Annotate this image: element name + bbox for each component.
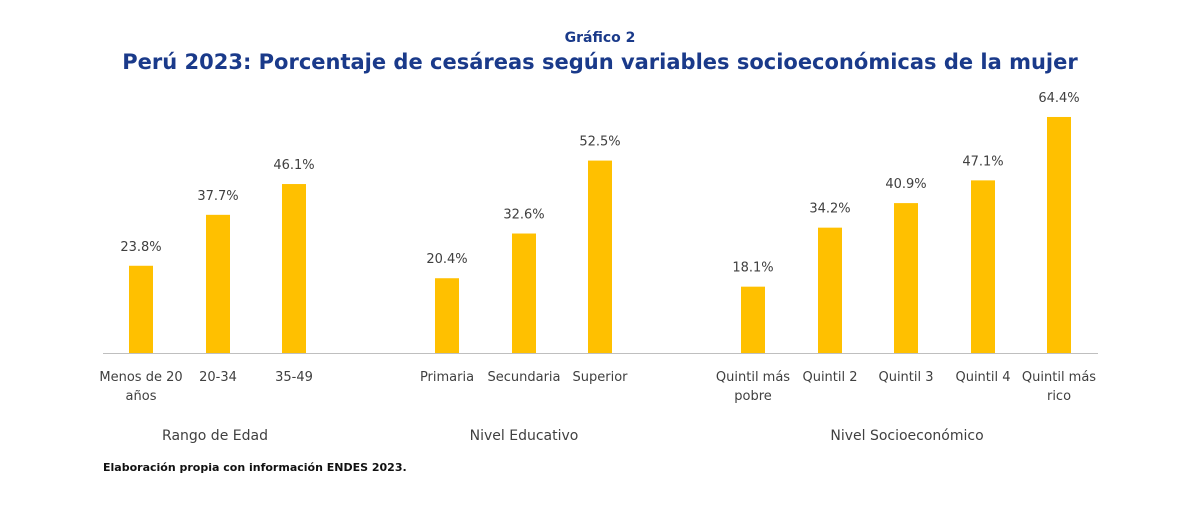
chart-supertitle: Gráfico 2 [564, 30, 636, 46]
data-label: 47.1% [962, 154, 1003, 169]
category-label: Superior [573, 370, 629, 385]
data-label: 46.1% [273, 158, 314, 173]
bar [971, 180, 995, 353]
bar [894, 203, 918, 353]
category-label: Quintil más rico [1022, 370, 1096, 404]
group-label: Nivel Educativo [470, 428, 579, 444]
group-label: Rango de Edad [162, 428, 268, 444]
category-label: Quintil 2 [802, 370, 857, 385]
data-label: 64.4% [1038, 91, 1079, 106]
category-label: Quintil más pobre [716, 370, 790, 404]
bar [741, 286, 765, 353]
category-label: Quintil 3 [878, 370, 933, 385]
category-label: 20-34 [199, 370, 237, 385]
category-label: Quintil 4 [955, 370, 1010, 385]
chart-title: Perú 2023: Porcentaje de cesáreas según … [122, 50, 1078, 74]
data-label: 37.7% [197, 189, 238, 204]
bar [818, 227, 842, 353]
data-label: 32.6% [503, 208, 544, 223]
group-label: Nivel Socioeconómico [830, 428, 983, 444]
data-label: 20.4% [426, 252, 467, 267]
category-label: Secundaria [487, 370, 560, 385]
data-label: 40.9% [885, 177, 926, 192]
bar [282, 184, 306, 353]
category-label: Menos de 20 años [99, 370, 182, 404]
data-label: 23.8% [120, 240, 161, 255]
data-label: 34.2% [809, 202, 850, 217]
bar [588, 160, 612, 353]
bar [1047, 116, 1071, 353]
bar [435, 278, 459, 353]
bar [206, 214, 230, 353]
category-label: Primaria [420, 370, 474, 385]
data-label: 18.1% [732, 261, 773, 276]
data-label: 52.5% [579, 135, 620, 150]
bar [512, 233, 536, 353]
category-label: 35-49 [275, 370, 313, 385]
source-note: Elaboración propia con información ENDES… [103, 461, 407, 474]
bar [129, 265, 153, 353]
